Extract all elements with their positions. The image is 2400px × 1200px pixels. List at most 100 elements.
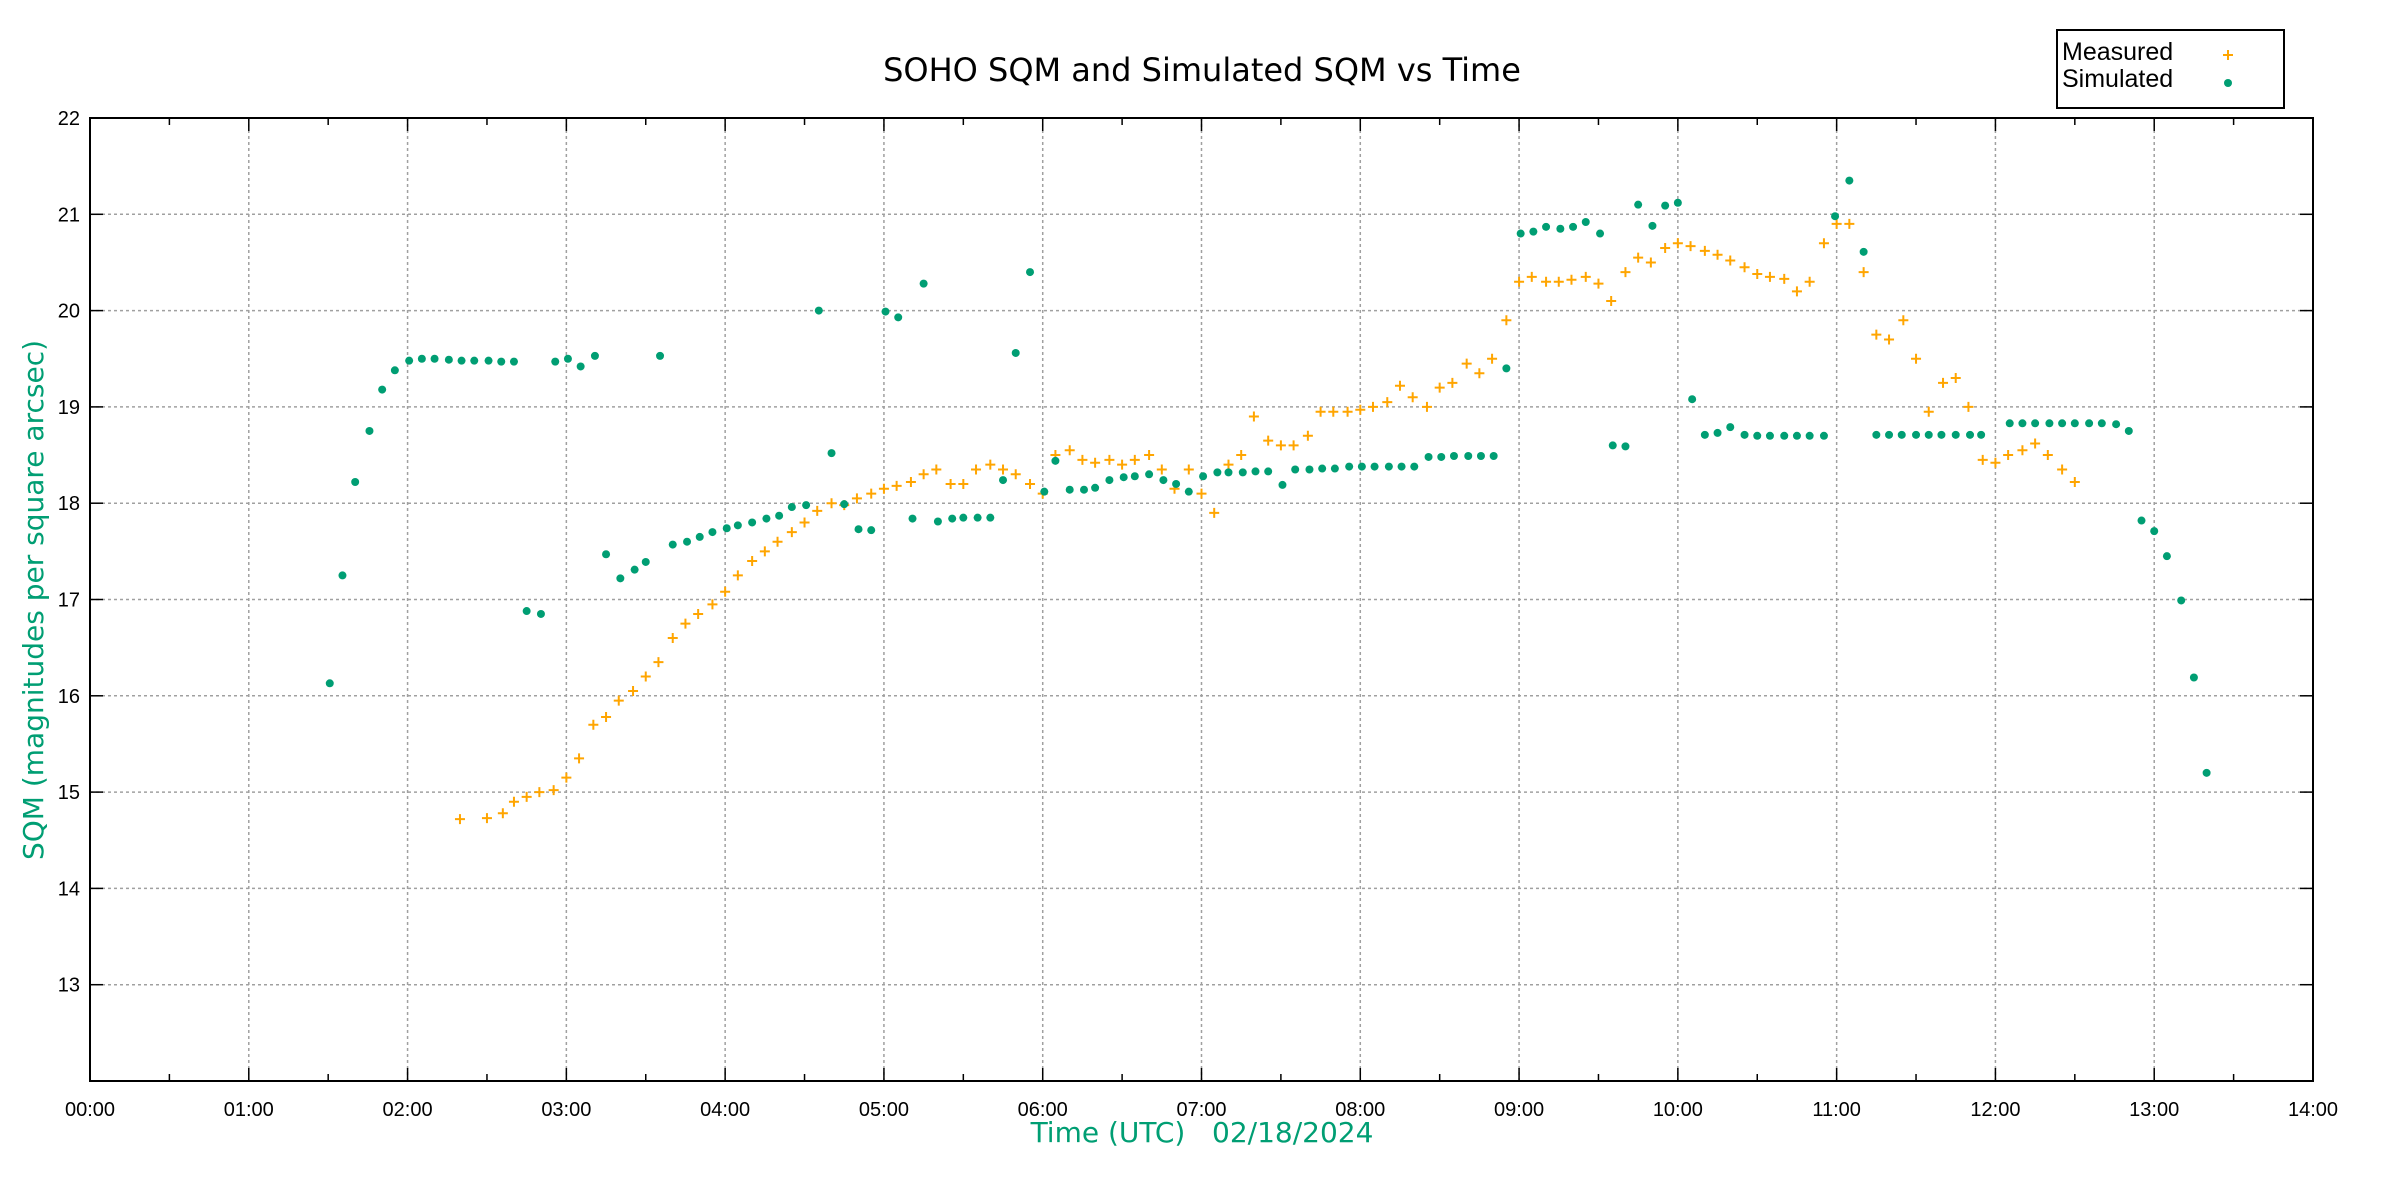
measured-point bbox=[1223, 459, 1234, 470]
measured-point bbox=[1606, 295, 1617, 306]
x-tick-label: 06:00 bbox=[1018, 1099, 1068, 1121]
simulated-point bbox=[959, 513, 968, 522]
measured-point bbox=[1541, 276, 1552, 287]
measured-point bbox=[1712, 249, 1723, 260]
simulated-point bbox=[1634, 200, 1643, 209]
measured-point bbox=[1831, 218, 1842, 229]
simulated-point bbox=[1740, 430, 1749, 439]
x-tick-label: 13:00 bbox=[2129, 1099, 2179, 1121]
simulated-point bbox=[1224, 468, 1233, 477]
measured-point bbox=[534, 787, 545, 798]
simulated-point bbox=[522, 607, 531, 616]
measured-point bbox=[945, 478, 956, 489]
measured-point bbox=[497, 808, 508, 819]
measured-point bbox=[1858, 267, 1869, 278]
simulated-point bbox=[973, 513, 982, 522]
measured-point bbox=[653, 657, 664, 668]
simulated-point bbox=[1213, 468, 1222, 477]
x-tick-label: 05:00 bbox=[859, 1099, 909, 1121]
measured-point bbox=[1355, 404, 1366, 415]
simulated-point bbox=[733, 521, 742, 530]
simulated-point bbox=[2031, 419, 2040, 428]
simulated-point bbox=[722, 524, 731, 533]
measured-point bbox=[1566, 274, 1577, 285]
simulated-point bbox=[840, 500, 849, 509]
x-tick-label: 09:00 bbox=[1494, 1099, 1544, 1121]
measured-point bbox=[1844, 218, 1855, 229]
measured-point bbox=[1367, 401, 1378, 412]
measured-point bbox=[878, 483, 889, 494]
simulated-point bbox=[1581, 218, 1590, 227]
measured-point bbox=[1156, 464, 1167, 475]
simulated-point bbox=[1199, 472, 1208, 481]
measured-point bbox=[1898, 315, 1909, 326]
simulated-point bbox=[986, 513, 995, 522]
measured-point bbox=[601, 711, 612, 722]
measured-point bbox=[891, 480, 902, 491]
chart-title: SOHO SQM and Simulated SQM vs Time bbox=[883, 51, 1521, 89]
simulated-point bbox=[1502, 364, 1511, 373]
measured-point bbox=[1963, 401, 1974, 412]
data-marks bbox=[325, 176, 2211, 825]
measured-point bbox=[1791, 286, 1802, 297]
simulated-point bbox=[1489, 452, 1498, 461]
measured-point bbox=[998, 464, 1009, 475]
measured-point bbox=[1884, 334, 1895, 345]
measured-point bbox=[1672, 238, 1683, 249]
simulated-point bbox=[827, 449, 836, 458]
measured-point bbox=[1911, 353, 1922, 364]
simulated-point bbox=[1040, 487, 1049, 496]
simulated-point bbox=[1145, 470, 1154, 479]
simulated-point bbox=[1661, 201, 1670, 210]
simulated-point bbox=[2202, 768, 2211, 777]
simulated-point bbox=[1130, 472, 1139, 481]
simulated-point bbox=[1119, 473, 1128, 482]
measured-point bbox=[1923, 406, 1934, 417]
simulated-point bbox=[641, 557, 650, 566]
simulated-point bbox=[1765, 431, 1774, 440]
simulated-point bbox=[683, 537, 692, 546]
measured-point bbox=[561, 772, 572, 783]
simulated-point bbox=[1516, 229, 1525, 238]
y-tick-label: 15 bbox=[58, 782, 80, 804]
simulated-point bbox=[656, 351, 665, 360]
measured-point bbox=[1288, 440, 1299, 451]
x-axis-label: Time (UTC) 02/18/2024 bbox=[1030, 1116, 1374, 1149]
simulated-point bbox=[630, 565, 639, 574]
simulated-point bbox=[1397, 462, 1406, 471]
simulated-point bbox=[802, 501, 811, 510]
measured-point bbox=[918, 469, 929, 480]
simulated-point bbox=[748, 518, 757, 527]
simulated-point bbox=[2045, 419, 2054, 428]
x-tick-label: 04:00 bbox=[700, 1099, 750, 1121]
measured-point bbox=[1090, 457, 1101, 468]
measured-point bbox=[985, 459, 996, 470]
x-tick-label: 08:00 bbox=[1335, 1099, 1385, 1121]
measured-point bbox=[1064, 445, 1075, 456]
simulated-point bbox=[762, 514, 771, 523]
simulated-point bbox=[775, 511, 784, 520]
simulated-point bbox=[695, 532, 704, 541]
simulated-point bbox=[881, 307, 890, 316]
simulated-point bbox=[470, 356, 479, 365]
measured-point bbox=[2069, 477, 2080, 488]
x-tick-label: 10:00 bbox=[1653, 1099, 1703, 1121]
measured-point bbox=[1248, 411, 1259, 422]
simulated-point bbox=[1648, 221, 1657, 230]
simulated-point bbox=[1159, 476, 1168, 485]
simulated-point bbox=[602, 550, 611, 559]
measured-point bbox=[1461, 358, 1472, 369]
measured-point bbox=[508, 796, 519, 807]
measured-point bbox=[1871, 329, 1882, 340]
simulated-point bbox=[1305, 465, 1314, 474]
simulated-point bbox=[2150, 527, 2159, 536]
simulated-point bbox=[1026, 268, 1035, 277]
measured-point bbox=[707, 599, 718, 610]
y-tick-label: 20 bbox=[58, 301, 80, 323]
series-simulated bbox=[325, 176, 2211, 777]
x-tick-label: 11:00 bbox=[1812, 1099, 1861, 1121]
simulated-point bbox=[1596, 229, 1605, 238]
simulated-point bbox=[1449, 452, 1458, 461]
legend-symbol-measured bbox=[2223, 50, 2233, 60]
